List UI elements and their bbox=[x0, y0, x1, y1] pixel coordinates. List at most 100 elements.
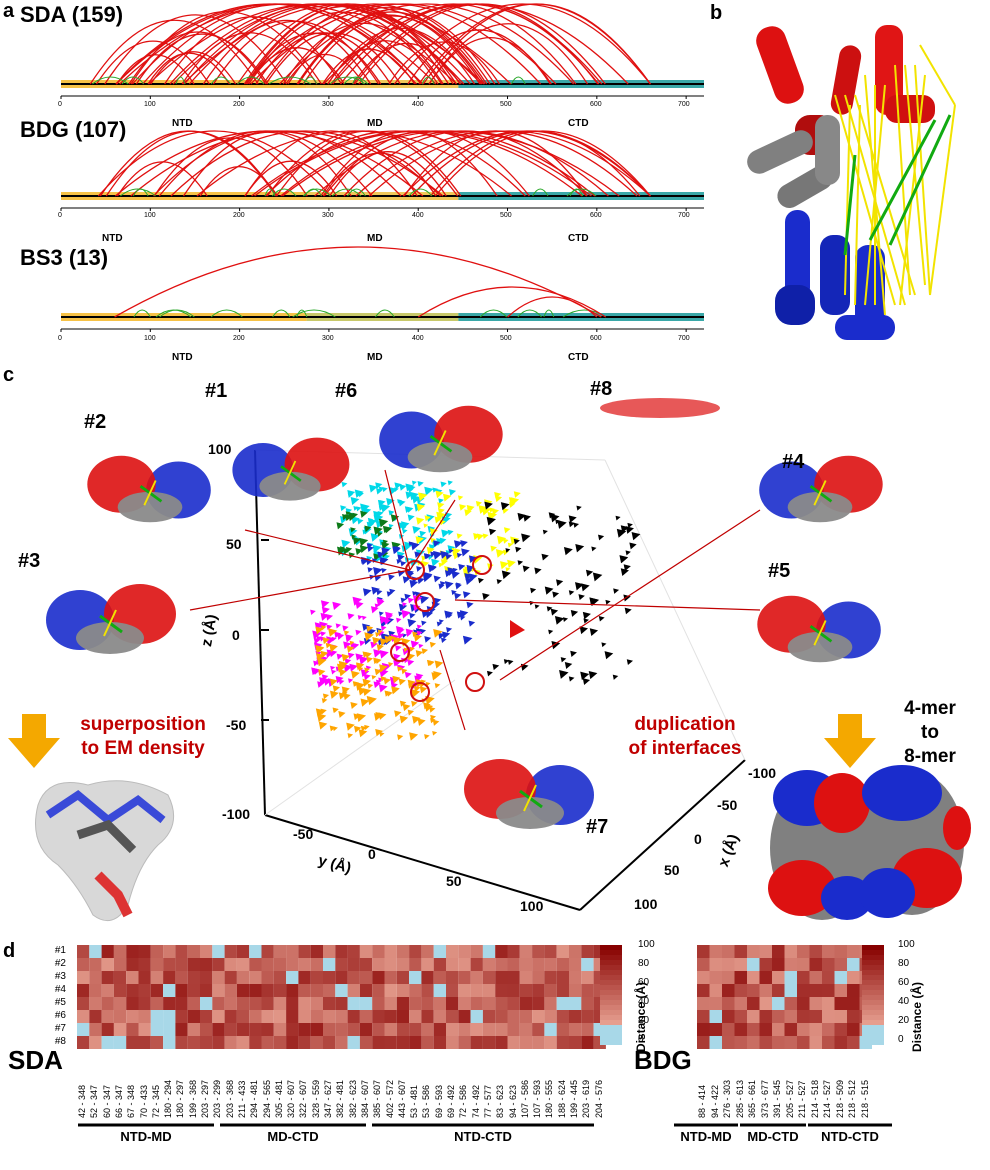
heatmap-cell bbox=[200, 1036, 213, 1049]
heatmap-cell bbox=[569, 958, 582, 971]
orientation-cone bbox=[397, 632, 405, 640]
orientation-cone bbox=[400, 521, 410, 530]
orientation-cone bbox=[613, 588, 620, 594]
heatmap-cell bbox=[396, 1036, 410, 1049]
column-label: 305 - 481 bbox=[273, 1079, 284, 1118]
heatmap-cell bbox=[772, 1010, 785, 1023]
colorbar-segment bbox=[600, 970, 622, 975]
heatmap-cell bbox=[126, 984, 139, 997]
orientation-cone bbox=[320, 631, 327, 637]
colorbar-segment bbox=[862, 990, 884, 995]
orientation-cone bbox=[575, 544, 585, 553]
orientation-cone bbox=[362, 588, 372, 597]
heatmap-cell bbox=[556, 1023, 569, 1036]
orientation-cone bbox=[384, 526, 393, 534]
orientation-cone bbox=[338, 660, 348, 670]
orientation-cone bbox=[329, 644, 338, 653]
heatmap-cell bbox=[236, 1010, 250, 1023]
column-label: 402 - 572 bbox=[384, 1079, 395, 1118]
heatmap-cell bbox=[212, 997, 225, 1010]
heatmap-label-sda: SDA bbox=[8, 1045, 63, 1075]
heatmap-cell bbox=[113, 997, 127, 1010]
orientation-cone bbox=[372, 544, 381, 553]
orientation-cone bbox=[388, 662, 394, 667]
orientation-cone bbox=[424, 734, 430, 740]
orientation-cone bbox=[552, 591, 560, 598]
heatmap-cell bbox=[697, 1023, 710, 1036]
heatmap-cell bbox=[310, 971, 323, 984]
heatmap-cell bbox=[772, 997, 785, 1010]
heatmap-cell bbox=[298, 997, 311, 1010]
column-label: 204 - 576 bbox=[593, 1079, 604, 1118]
heatmap-cell bbox=[409, 997, 422, 1010]
orientation-cone bbox=[356, 506, 362, 512]
orientation-cone bbox=[381, 541, 390, 550]
heatmap-cell bbox=[697, 984, 710, 997]
orientation-cone bbox=[422, 573, 433, 583]
crosslink bbox=[429, 435, 453, 453]
heatmap-cell bbox=[384, 1010, 397, 1023]
colorbar-segment bbox=[862, 1030, 884, 1035]
orientation-cone bbox=[414, 551, 422, 559]
orientation-cone bbox=[346, 722, 355, 731]
orientation-cone bbox=[568, 515, 577, 523]
heatmap-cell bbox=[409, 971, 422, 984]
heatmap-cell bbox=[126, 1010, 139, 1023]
heatmap-cell bbox=[722, 1010, 735, 1023]
heatmap-cell bbox=[822, 971, 835, 984]
heatmap-cell bbox=[187, 1036, 200, 1049]
heatmap-cell bbox=[113, 971, 127, 984]
column-label: 218 - 512 bbox=[847, 1079, 857, 1118]
heatmap-cell bbox=[446, 1036, 459, 1049]
short-crosslink-arc bbox=[175, 76, 186, 85]
orientation-cone bbox=[468, 573, 478, 582]
orientation-cone bbox=[398, 499, 406, 507]
orientation-cone bbox=[447, 613, 453, 619]
orientation-cone bbox=[439, 581, 446, 587]
orientation-cone bbox=[395, 626, 404, 634]
heatmap-cell bbox=[809, 997, 822, 1010]
colorbar-segment bbox=[600, 960, 622, 965]
orientation-cone bbox=[426, 546, 435, 555]
short-crosslink-arc bbox=[121, 76, 145, 85]
heatmap-cell bbox=[759, 1010, 772, 1023]
crosslink-arc bbox=[147, 52, 231, 85]
heatmap-cell bbox=[101, 945, 114, 958]
heatmap-cell bbox=[747, 971, 760, 984]
column-label: 188 - 624 bbox=[556, 1079, 567, 1118]
heatmap-cell bbox=[809, 1010, 822, 1023]
heatmap-cell bbox=[709, 945, 722, 958]
connector-line bbox=[384, 469, 411, 571]
heatmap-cell bbox=[187, 958, 200, 971]
orientation-cone bbox=[347, 613, 355, 620]
column-label: 347 - 627 bbox=[323, 1079, 333, 1118]
heatmap-cell bbox=[697, 997, 710, 1010]
group-label-sda-ntd-md: NTD-MD bbox=[120, 1129, 172, 1144]
colorbar-tick: 100 bbox=[898, 939, 915, 950]
heatmap-cell bbox=[101, 997, 114, 1010]
heatmap-cell bbox=[458, 997, 471, 1010]
heatmap-cell bbox=[532, 945, 545, 958]
heatmap-cell bbox=[847, 945, 860, 958]
heatmap-cell bbox=[822, 997, 835, 1010]
heatmap-cell bbox=[249, 1010, 262, 1023]
heatmap-cell bbox=[544, 1023, 557, 1036]
orientation-cone bbox=[404, 593, 411, 600]
note-line: of interfaces bbox=[628, 738, 742, 759]
heatmap-cell bbox=[359, 945, 373, 958]
orientation-cone bbox=[331, 669, 337, 675]
snapshot-label-2: #2 bbox=[84, 411, 107, 433]
orientation-cone bbox=[341, 653, 350, 662]
heatmap-cell bbox=[734, 1010, 747, 1023]
heatmap-cell bbox=[126, 1023, 139, 1036]
orientation-cone bbox=[375, 482, 383, 490]
heatmap-cell bbox=[433, 971, 446, 984]
orientation-cone bbox=[331, 636, 337, 642]
orientation-cone bbox=[457, 495, 464, 501]
heatmap-cell bbox=[495, 971, 508, 984]
orientation-cone bbox=[320, 600, 330, 609]
orientation-cone bbox=[624, 607, 632, 615]
heatmap-cell bbox=[212, 1036, 225, 1049]
orientation-cone bbox=[580, 671, 590, 681]
orientation-cone bbox=[605, 599, 611, 605]
